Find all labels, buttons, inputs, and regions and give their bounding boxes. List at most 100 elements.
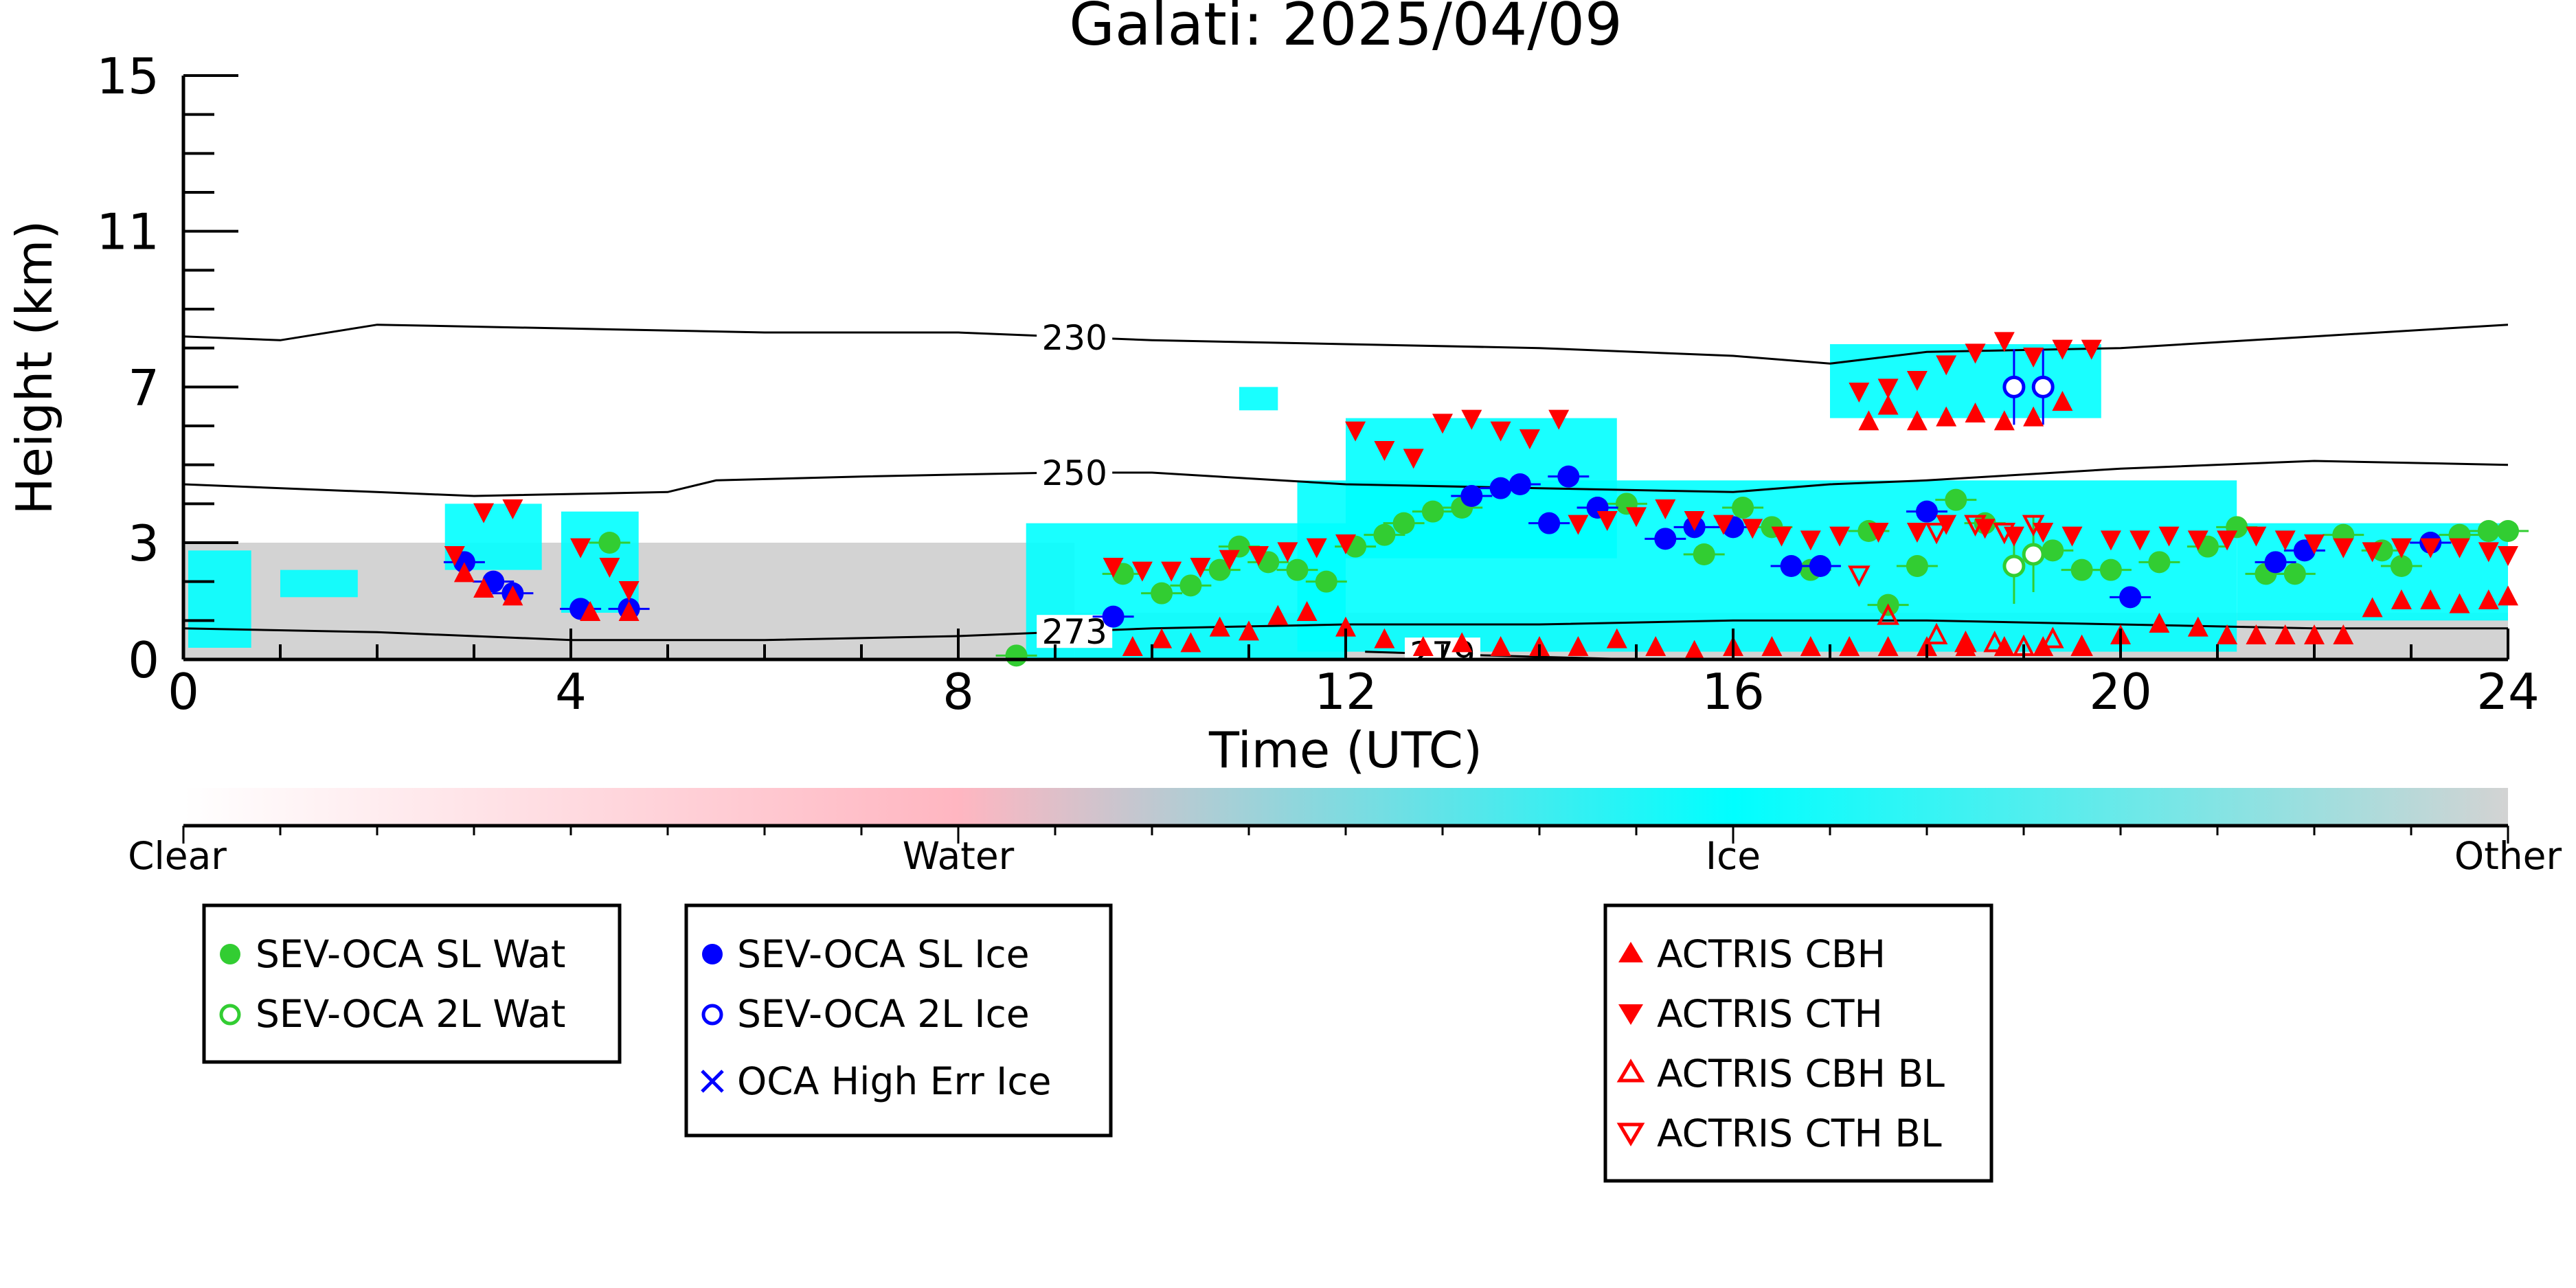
isotherm-label-273: 273: [1041, 612, 1107, 652]
actris-cth-point-26: [1655, 499, 1676, 519]
sev-oca-sl-ice-point-5: [1102, 605, 1125, 628]
actris-cbh-point-15: [1451, 632, 1473, 653]
sev-oca-sl-ice-point-7: [1489, 477, 1512, 499]
legend-marker-2l-wat: [219, 1004, 241, 1026]
actris-cth-point-25: [1626, 507, 1647, 528]
sev-oca-sl-wat-point-29: [2148, 551, 2171, 574]
actris-cth-point-24: [1596, 511, 1618, 531]
actris-cth-point-16: [1374, 441, 1395, 461]
actris-cth-point-10: [1219, 550, 1240, 570]
actris-cbh-point-53: [2498, 585, 2518, 606]
actris-cbh-point-16: [1490, 636, 1511, 656]
actris-cbh-point-25: [1839, 636, 1860, 656]
legend-marker-cbh-bl: [1616, 1059, 1645, 1083]
actris-cth-point-17: [1403, 449, 1424, 469]
sev-oca-2l-ice-point-0: [2002, 375, 2026, 398]
sev-oca-sl-wat-point-33: [2283, 563, 2306, 585]
sev-oca-sl-ice-point-10: [1557, 465, 1580, 488]
actris-cth-point-40: [2052, 339, 2073, 360]
colorbar-label-water: Water: [903, 834, 1015, 878]
actris-cbh-point-11: [1296, 601, 1318, 621]
actris-cth-point-48: [2061, 526, 2083, 547]
legend-ice: SEV-OCA SL Ice SEV-OCA 2L Ice OCA High E…: [684, 903, 1113, 1138]
sev-oca-sl-wat-point-5: [1208, 558, 1231, 581]
actris-cbh-bl-point-0: [1877, 603, 1899, 625]
actris-cth-point-62: [2478, 542, 2499, 563]
actris-cbh-point-2: [502, 585, 523, 606]
actris-cth-point-5: [618, 581, 640, 601]
actris-cth-point-4: [599, 558, 620, 578]
actris-cbh-point-45: [1993, 410, 2015, 431]
isotherm-label-230: 230: [1041, 318, 1107, 358]
actris-cbh-point-5: [1122, 636, 1143, 656]
actris-cbh-point-1: [473, 578, 495, 598]
actris-cbh-bl-point-1: [1925, 622, 1948, 644]
actris-cbh-point-7: [1180, 632, 1201, 653]
actris-cth-point-9: [1190, 558, 1211, 578]
x-tick-label-0: 0: [168, 663, 199, 721]
colorbar-ticks: [182, 826, 2509, 844]
legend-label-cbh: ACTRIS CBH: [1657, 932, 1886, 976]
legend-label-2l-ice: SEV-OCA 2L Ice: [737, 992, 1030, 1036]
actris-cth-point-58: [2362, 542, 2383, 563]
actris-cth-point-18: [1432, 414, 1453, 434]
actris-cth-point-49: [2100, 530, 2121, 551]
actris-cth-point-53: [2217, 530, 2238, 551]
y-tick-label-3: 3: [128, 515, 159, 572]
actris-cbh-point-51: [2449, 593, 2470, 613]
actris-cth-point-41: [2081, 339, 2102, 360]
actris-cbh-point-31: [2071, 636, 2092, 656]
legend-marker-high-err-ice: [701, 1070, 724, 1093]
actris-cth-point-34: [1877, 379, 1899, 399]
sev-oca-sl-wat-point-23: [1906, 555, 1928, 577]
actris-cbh-point-33: [2149, 613, 2170, 633]
sev-oca-sl-wat-point-27: [2070, 558, 2093, 581]
chart-title: Galati: 2025/04/09: [1069, 0, 1623, 59]
y-tick-label-7: 7: [128, 359, 159, 416]
legend-label-high-err-ice: OCA High Err Ice: [737, 1059, 1051, 1103]
x-tick-label-24: 24: [2476, 663, 2540, 721]
actris-cbh-point-49: [2391, 589, 2412, 609]
sev-oca-sl-wat-point-0: [598, 532, 621, 554]
actris-cth-point-0: [444, 546, 465, 566]
sev-oca-sl-wat-point-4: [1179, 574, 1202, 597]
actris-cth-point-33: [1849, 383, 1870, 403]
colorbar: [183, 788, 2508, 826]
actris-cth-point-19: [1461, 409, 1482, 430]
ice-region-9: [1239, 387, 1278, 411]
legend-label-sl-wat: SEV-OCA SL Wat: [256, 932, 565, 976]
y-tick-label-11: 11: [96, 203, 159, 261]
x-tick-label-16: 16: [1702, 663, 1765, 721]
legend-marker-sl-wat: [220, 944, 240, 964]
x-tick-label-8: 8: [942, 663, 974, 721]
actris-cbh-point-0: [453, 562, 475, 583]
actris-cbh-point-8: [1209, 616, 1230, 637]
actris-cbh-point-37: [2274, 624, 2296, 644]
actris-cbh-point-46: [2023, 406, 2044, 427]
legend-water-frame: [202, 903, 622, 1064]
actris-cbh-point-43: [1936, 406, 1957, 427]
ice-region-0: [188, 550, 251, 648]
legend-actris: ACTRIS CBH ACTRIS CTH ACTRIS CBH BL ACTR…: [1603, 903, 1993, 1183]
actris-cth-point-54: [2246, 526, 2267, 547]
actris-cbh-point-48: [2362, 597, 2383, 618]
legend-water: SEV-OCA SL Wat SEV-OCA 2L Wat: [202, 903, 622, 1064]
actris-cth-point-52: [2187, 530, 2208, 551]
actris-cth-point-57: [2333, 538, 2354, 558]
actris-cth-point-6: [1103, 558, 1124, 578]
x-tick-label-4: 4: [555, 663, 587, 721]
legend-marker-cth: [1618, 1004, 1643, 1025]
legend-actris-frame: [1603, 903, 1993, 1183]
actris-cth-point-3: [570, 538, 591, 558]
sev-oca-sl-ice-point-12: [1654, 528, 1677, 550]
actris-cbh-point-36: [2246, 624, 2267, 644]
actris-cth-point-36: [1936, 355, 1957, 376]
actris-cth-point-2: [502, 499, 523, 519]
colorbar-label-clear: Clear: [128, 834, 227, 878]
actris-cth-bl-point-2: [1964, 515, 1987, 537]
actris-cbh-point-18: [1568, 636, 1589, 656]
actris-cbh-point-14: [1412, 636, 1434, 656]
actris-cbh-point-6: [1151, 628, 1173, 648]
actris-cbh-point-40: [1858, 410, 1879, 431]
